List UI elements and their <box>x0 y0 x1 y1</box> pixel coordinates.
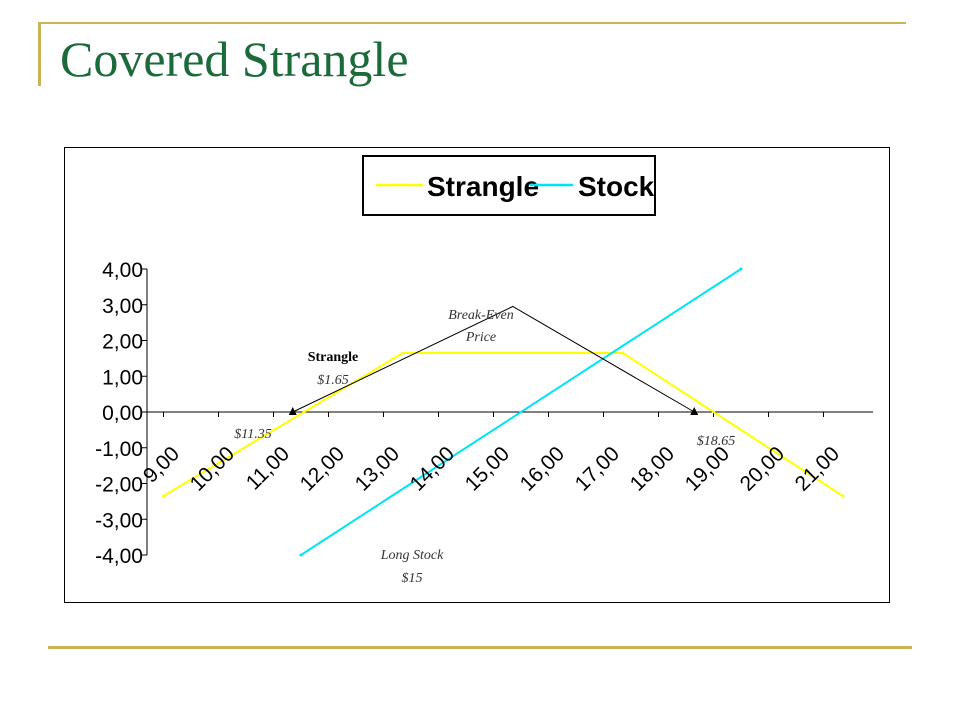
series-layer <box>162 267 845 557</box>
x-tick-label: 19,00 <box>681 442 734 495</box>
series-point-strangle <box>621 351 625 355</box>
title-accent-bar <box>38 22 41 86</box>
strangle-premium-label: Strangle <box>308 350 359 365</box>
high-breakeven-marker <box>690 407 699 415</box>
y-tick-label: 3,00 <box>102 295 143 318</box>
payoff-chart: Strangle Stock 4,00 3,00 2,00 1,00 0,00 -1,00… <box>95 155 873 586</box>
legend-label-strangle: Strangle <box>427 171 539 202</box>
x-tick-label: 20,00 <box>736 442 789 495</box>
x-tick-label: 17,00 <box>571 442 624 495</box>
slide-title: Covered Strangle <box>60 31 409 87</box>
x-tick-label: 9,00 <box>139 442 184 487</box>
axes <box>142 268 873 556</box>
y-tick-labels: 4,00 3,00 2,00 1,00 0,00 -1,00 -2,00 -3,00 -4,00 <box>95 259 143 568</box>
y-tick-label: -4,00 <box>95 545 143 568</box>
series-point-strangle <box>841 494 845 498</box>
series-point-strangle <box>401 351 405 355</box>
chart-legend: Strangle Stock <box>362 155 656 216</box>
series-point-stock <box>739 267 743 271</box>
series-line-strangle <box>162 352 844 497</box>
x-tick-label: 10,00 <box>186 442 239 495</box>
y-tick-label: 4,00 <box>102 259 143 282</box>
annotations: Break-Even Price Strangle $1.65 $11.35 $… <box>234 308 735 586</box>
series-line-stock <box>300 268 742 556</box>
series-point-strangle <box>162 494 165 498</box>
y-tick-label: -3,00 <box>95 509 143 532</box>
x-tick-label: 12,00 <box>296 442 349 495</box>
long-stock-label: Long Stock <box>380 548 444 563</box>
y-tick-label: 0,00 <box>102 402 143 425</box>
y-tick-label: -2,00 <box>95 474 143 497</box>
x-tick-label: 14,00 <box>406 442 459 495</box>
x-tick-label: 11,00 <box>242 442 294 494</box>
breakeven-label-line2: Price <box>465 330 496 345</box>
x-tick-label: 15,00 <box>461 442 514 495</box>
x-tick-label: 13,00 <box>351 442 404 495</box>
x-tick-labels: 9,00 10,00 11,00 12,00 13,00 14,00 15,00 16,00 1… <box>139 442 844 495</box>
top-rule <box>38 22 906 24</box>
x-tick-label: 21,00 <box>791 442 844 495</box>
low-breakeven-label: $11.35 <box>234 427 271 442</box>
series-point-stock <box>299 553 303 557</box>
x-tick-label: 18,00 <box>626 442 679 495</box>
y-tick-label: 1,00 <box>102 366 143 389</box>
y-tick-label: 2,00 <box>102 331 143 354</box>
chart-frame: Strangle Stock 4,00 3,00 2,00 1,00 0,00 -1,00… <box>64 147 890 603</box>
long-stock-value: $15 <box>402 571 423 586</box>
low-breakeven-marker <box>288 407 297 415</box>
bottom-rule <box>48 646 912 649</box>
legend-label-stock: Stock <box>578 171 655 202</box>
x-tick-label: 16,00 <box>516 442 569 495</box>
breakeven-line <box>292 305 695 413</box>
high-breakeven-label: $18.65 <box>697 434 736 449</box>
strangle-premium-value: $1.65 <box>317 373 349 388</box>
y-tick-label: -1,00 <box>95 438 143 461</box>
breakeven-label-line1: Break-Even <box>448 308 514 323</box>
